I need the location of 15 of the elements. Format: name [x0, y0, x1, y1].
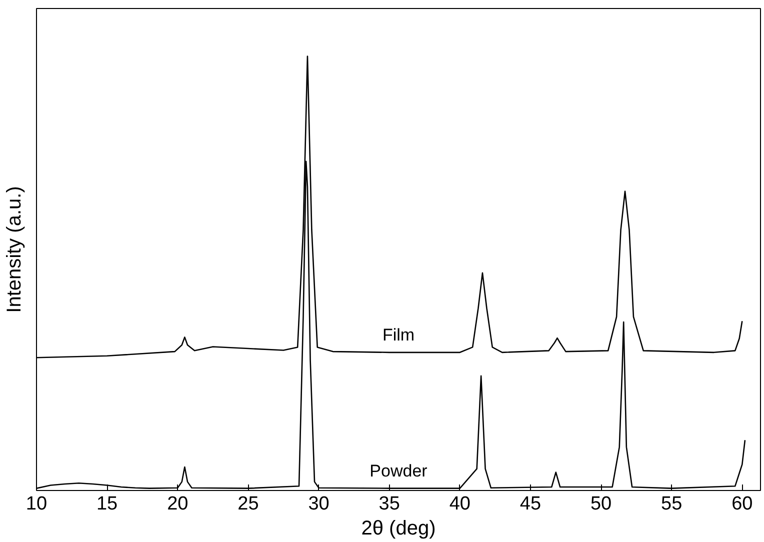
x-tick-label: 50	[590, 494, 612, 514]
x-tick-label: 45	[520, 494, 542, 514]
x-tick-label: 55	[661, 494, 682, 514]
x-tick-label: 15	[96, 494, 118, 514]
x-tick-label: 10	[26, 494, 48, 514]
x-tick-label: 60	[732, 494, 753, 514]
x-tick-label: 20	[167, 494, 188, 514]
y-axis-title: Intensity (a.u.)	[4, 186, 26, 313]
series-label: Film	[382, 325, 415, 344]
x-tick-label: 40	[449, 494, 470, 514]
x-tick-label: 30	[308, 494, 330, 514]
x-tick-label: 35	[378, 494, 400, 514]
x-tick-label: 25	[238, 494, 259, 514]
x-axis-title: 2θ (deg)	[361, 518, 436, 540]
series-label: Powder	[370, 461, 428, 480]
